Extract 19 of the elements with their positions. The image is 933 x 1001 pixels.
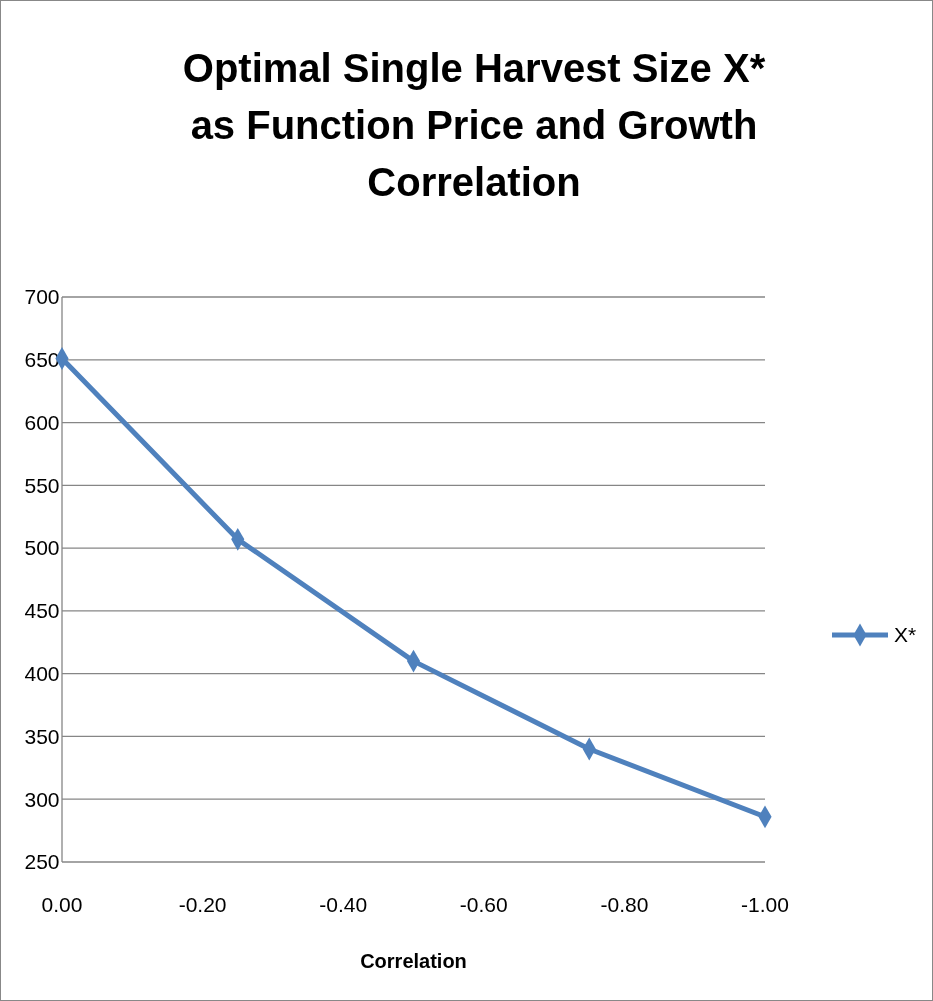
- x-tick-label: -0.60: [459, 893, 508, 916]
- x-tick-label: 0.00: [41, 893, 83, 916]
- x-axis-title: Correlation: [360, 950, 467, 972]
- y-tick-label: 300: [24, 787, 60, 811]
- x-tick-label: -1.00: [741, 893, 789, 916]
- x-tick-label: -0.40: [319, 893, 368, 916]
- y-tick-label: 350: [24, 724, 60, 748]
- x-tick-label: -0.80: [600, 893, 649, 916]
- y-tick-label: 650: [24, 348, 60, 372]
- legend-label: X*: [894, 623, 917, 647]
- y-tick-label: 550: [24, 473, 60, 497]
- y-tick-label: 500: [24, 536, 60, 560]
- y-tick-label: 600: [24, 410, 60, 434]
- y-tick-label: 400: [24, 662, 60, 686]
- y-tick-label: 450: [24, 599, 60, 623]
- y-tick-label: 250: [24, 850, 60, 874]
- y-tick-label: 700: [24, 285, 60, 309]
- chart-title: Optimal Single Harvest Size X* as Function Price and Growth Correlation: [182, 46, 766, 204]
- x-tick-label: -0.20: [178, 893, 227, 916]
